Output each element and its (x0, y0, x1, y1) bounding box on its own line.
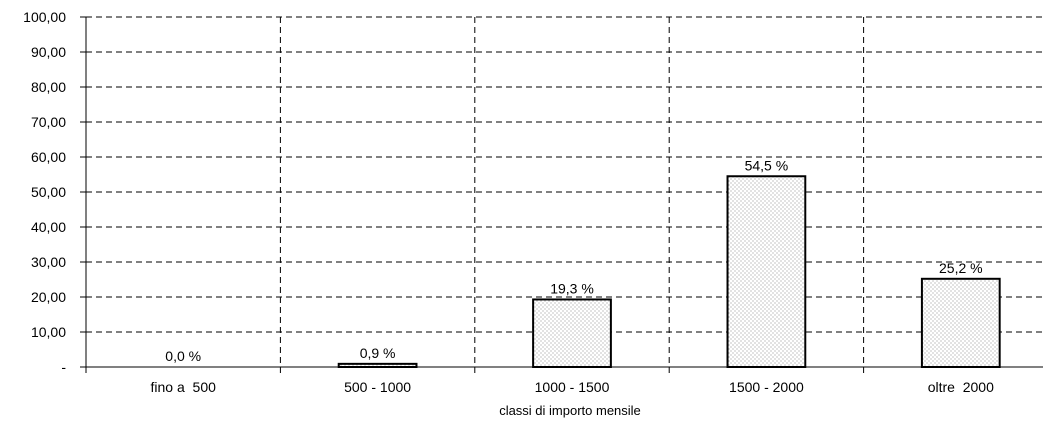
bar-data-label: 19,3 % (550, 280, 594, 296)
y-tick-label: 100,00 (23, 9, 66, 25)
x-category-label: 1000 - 1500 (535, 379, 610, 395)
y-tick-label: 20,00 (31, 289, 66, 305)
x-category-label: fino a 500 (151, 379, 217, 395)
y-tick-label: 70,00 (31, 114, 66, 130)
x-axis-title: classi di importo mensile (499, 403, 641, 418)
y-tick-label: 10,00 (31, 324, 66, 340)
x-category-label: 500 - 1000 (344, 379, 411, 395)
y-tick-label: 50,00 (31, 184, 66, 200)
y-tick-label: 80,00 (31, 79, 66, 95)
bar-data-label: 25,2 % (939, 260, 983, 276)
y-tick-label: 60,00 (31, 149, 66, 165)
bar (337, 362, 418, 369)
y-tick-label: 40,00 (31, 219, 66, 235)
bar (920, 277, 1001, 368)
gridlines (86, 16, 1043, 367)
bar-data-label: 0,0 % (165, 348, 201, 364)
y-tick-label: 30,00 (31, 254, 66, 270)
x-category-label: 1500 - 2000 (729, 379, 804, 395)
labels: - 10,00 20,00 30,00 40,00 50,00 60,00 70,00 80,0… (23, 9, 994, 395)
y-tick-label: 90,00 (31, 44, 66, 60)
bars (337, 175, 1001, 369)
y-tick-label: - (61, 359, 66, 375)
bar (726, 175, 807, 368)
x-category-label: oltre 2000 (928, 379, 994, 395)
bar (532, 298, 612, 369)
bar-data-label: 54,5 % (745, 157, 789, 173)
bar-data-label: 0,9 % (360, 345, 396, 361)
